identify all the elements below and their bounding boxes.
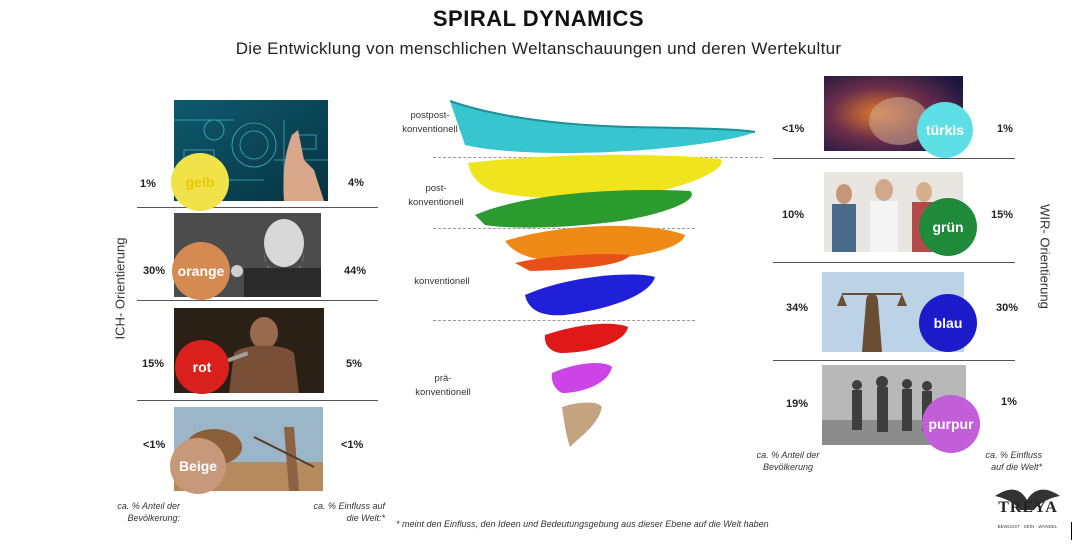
gelb-population: 1% <box>140 178 156 190</box>
left-divider-1 <box>137 207 378 208</box>
tuerkis-circle: türkis <box>917 102 973 158</box>
page-title: SPIRAL DYNAMICS <box>432 6 645 31</box>
tuerkis-population: <1% <box>782 123 805 135</box>
wings-icon <box>995 489 1060 510</box>
ich-orientation-label: ICH- Orientierung <box>112 237 128 340</box>
page-subtitle: Die Entwicklung von menschlichen Weltans… <box>235 39 842 58</box>
orange-band <box>505 225 685 262</box>
logo-text: TREYA <box>998 499 1058 516</box>
stage-preconventional: prä- konventionell <box>415 373 471 398</box>
green-band <box>475 190 692 228</box>
beige-band <box>562 402 602 447</box>
rot-population: 15% <box>142 358 165 370</box>
purpur-population: 19% <box>786 398 809 410</box>
left-divider-3 <box>137 400 378 401</box>
gruen-population: 10% <box>782 209 805 221</box>
beige-circle: Beige <box>170 438 226 494</box>
left-divider-2 <box>137 300 378 301</box>
stage-post: post- konventionell <box>408 183 464 208</box>
treya-logo: TREYA BEWUSST · SEIN · WANDEL <box>990 486 1065 536</box>
blau-population: 34% <box>786 302 809 314</box>
red-band <box>515 254 630 271</box>
orange-influence: 44% <box>344 265 367 277</box>
gruen-influence: 15% <box>991 209 1014 221</box>
footnote: * meint den Einfluss, den Ideen und Bede… <box>396 519 769 529</box>
turquoise-band <box>450 101 755 154</box>
edge-mark <box>1071 522 1072 540</box>
left-footer-population: ca. % Anteil der Bevölkerung: <box>117 501 180 523</box>
beige-influence: <1% <box>341 439 364 451</box>
gelb-circle: gelb <box>171 153 229 211</box>
blue-band <box>525 274 655 316</box>
orange-population: 30% <box>143 265 166 277</box>
rot-circle: rot <box>175 340 229 394</box>
left-footer-influence: ca. % Einfluss auf die Welt:* <box>313 501 385 523</box>
purpur-circle: purpur <box>922 395 980 453</box>
red-band-2 <box>544 323 628 353</box>
spiral-graphic <box>449 100 756 447</box>
stage-divider-3 <box>433 320 695 321</box>
blau-influence: 30% <box>996 302 1019 314</box>
blau-circle: blau <box>919 294 977 352</box>
purpur-influence: 1% <box>1001 396 1017 408</box>
logo-tagline: BEWUSST · SEIN · WANDEL <box>997 524 1058 529</box>
beige-population: <1% <box>143 439 166 451</box>
right-divider-1 <box>773 158 1015 159</box>
purple-band <box>551 363 612 393</box>
stage-postpost: postpost- konventionell <box>402 110 458 135</box>
yellow-band <box>468 154 722 199</box>
right-divider-3 <box>773 360 1015 361</box>
tuerkis-influence: 1% <box>997 123 1013 135</box>
wir-orientation-label: WIR- Orientierung <box>1037 204 1053 309</box>
right-divider-2 <box>773 262 1015 263</box>
right-footer-influence: ca. % Einfluss auf die Welt* <box>985 450 1042 472</box>
gruen-circle: grün <box>919 198 977 256</box>
stage-conventional: konventionell <box>414 276 470 287</box>
gelb-influence: 4% <box>348 177 364 189</box>
rot-influence: 5% <box>346 358 362 370</box>
right-footer-population: ca. % Anteil der Bevölkerung <box>756 450 820 472</box>
orange-circle: orange <box>172 242 230 300</box>
stage-divider-2 <box>433 228 695 229</box>
